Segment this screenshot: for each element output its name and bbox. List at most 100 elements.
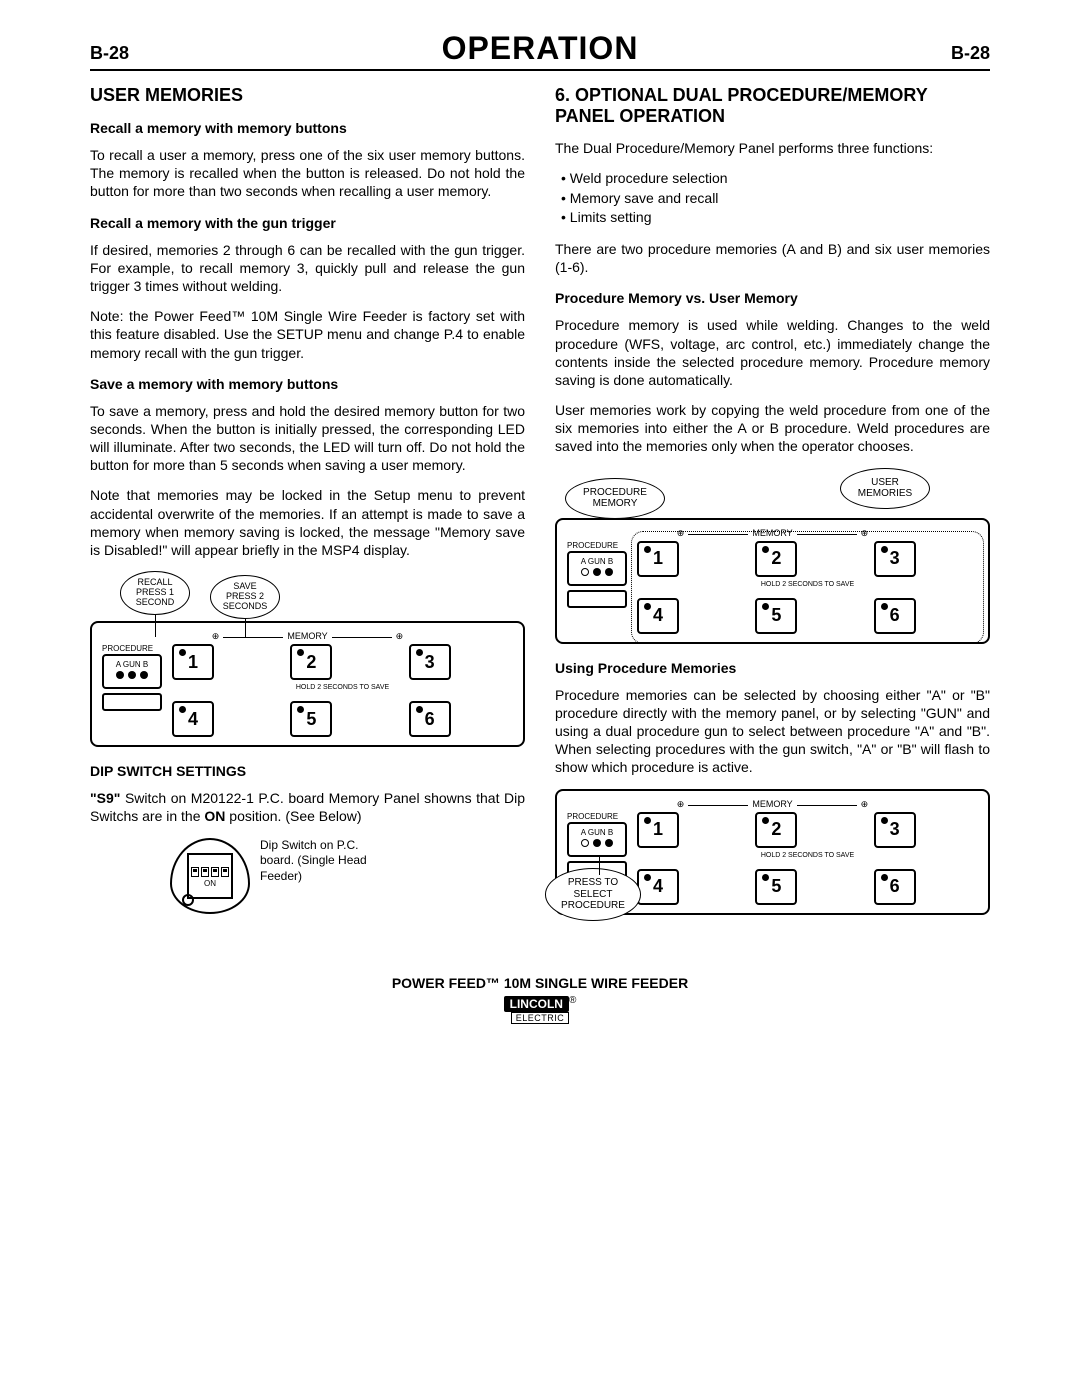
memory-button-2: 2 [290,644,332,680]
brand-logo: LINCOLN® ELECTRIC [504,995,577,1024]
memory-button-2c: 2 [755,812,797,848]
a-gun-b-label: A GUN B [110,660,154,669]
dip-on-label: ON [204,879,216,888]
memory-panel-diagram-press-select: ⊕ MEMORY ⊕ PROCEDURE A GUN B [555,789,990,915]
dual-procedure-heading: 6. OPTIONAL DUAL PROCEDURE/MEMORY PANEL … [555,85,990,127]
brand-reg-mark: ® [569,995,576,1006]
callout-recall-bubble: RECALLPRESS 1SECOND [120,571,190,615]
list-item: Limits setting [561,208,990,228]
dip-caption-text: Dip Switch on P.C. board. (Single Head F… [260,838,370,885]
memory-button-5c: 5 [755,869,797,905]
page-code-right: B-28 [951,43,990,64]
led-b-3 [605,839,613,847]
memory-button-2b: 2 [755,541,797,577]
memory-panel-top-label-2: ⊕ MEMORY ⊕ [567,528,978,539]
dip-sw-1 [191,867,199,877]
save-buttons-para1: To save a memory, press and hold the des… [90,402,525,475]
display-screen [102,693,162,711]
memory-button-3c: 3 [874,812,916,848]
dip-switches [191,867,229,877]
procedure-block: PROCEDURE A GUN B [102,644,162,711]
dip-suffix: position. (See Below) [225,808,361,824]
led-b-2 [605,568,613,576]
memories-count-para: There are two procedure memories (A and … [555,240,990,276]
memory-button-6b: 6 [874,598,916,634]
callout-save-bubble: SAVEPRESS 2SECONDS [210,575,280,619]
user-memories-heading: USER MEMORIES [90,85,525,106]
memory-button-6: 6 [409,701,451,737]
recall-buttons-para: To recall a user a memory, press one of … [90,146,525,201]
dip-switch-heading: DIP SWITCH SETTINGS [90,763,525,779]
product-name: POWER FEED™ 10M SINGLE WIRE FEEDER [90,975,990,991]
memory-panel-diagram-proc-user: PROCEDUREMEMORY USERMEMORIES ⊕ MEMORY ⊕ … [555,468,990,644]
memory-button-4: 4 [172,701,214,737]
list-item: Memory save and recall [561,189,990,209]
right-column: 6. OPTIONAL DUAL PROCEDURE/MEMORY PANEL … [555,85,990,965]
dip-s9-label: "S9" [90,790,120,806]
save-buttons-para2: Note that memories may be locked in the … [90,486,525,559]
dip-sw-3 [211,867,219,877]
dip-board-outline: ON [170,838,250,914]
callout-save-text: SAVEPRESS 2SECONDS [223,581,268,611]
page-title: OPERATION [442,30,639,67]
dip-switch-para: "S9" Switch on M20122-1 P.C. board Memor… [90,789,525,825]
hold-caption: HOLD 2 SECONDS TO SAVE [172,684,513,691]
procedure-block-2: PROCEDURE A GUN B [567,541,627,608]
memory-panel-top-label: ⊕ MEMORY ⊕ [102,631,513,642]
brand-electric-text: ELECTRIC [511,1012,570,1024]
memory-button-1: 1 [172,644,214,680]
memory-button-4b: 4 [637,598,679,634]
memory-panel-2: ⊕ MEMORY ⊕ PROCEDURE A GUN B [555,518,990,644]
recall-trigger-para2: Note: the Power Feed™ 10M Single Wire Fe… [90,307,525,362]
procedure-label: PROCEDURE [102,644,162,653]
dip-sw-4 [221,867,229,877]
callout-user-memories: USERMEMORIES [840,468,930,509]
led-gun-2 [593,568,601,576]
page-footer: POWER FEED™ 10M SINGLE WIRE FEEDER LINCO… [90,975,990,1024]
led-a-3 [581,839,589,847]
memory-button-5b: 5 [755,598,797,634]
recall-buttons-heading: Recall a memory with memory buttons [90,120,525,136]
led-a-open [581,568,589,576]
memory-button-3: 3 [409,644,451,680]
callout-procedure-memory: PROCEDUREMEMORY [565,478,665,519]
proc-vs-user-heading: Procedure Memory vs. User Memory [555,290,990,306]
dip-sw-2 [201,867,209,877]
memory-button-1b: 1 [637,541,679,577]
content-columns: USER MEMORIES Recall a memory with memor… [90,85,990,965]
callout-press-select: PRESS TOSELECTPROCEDURE [545,868,641,921]
dip-switch-figure: ON Dip Switch on P.C. board. (Single Hea… [170,838,525,914]
memory-button-4c: 4 [637,869,679,905]
memory-button-6c: 6 [874,869,916,905]
led-gun-3 [593,839,601,847]
callout-recall-text: RECALLPRESS 1SECOND [136,577,175,607]
led-gun [128,671,136,679]
display-screen-2 [567,590,627,608]
using-proc-para: Procedure memories can be selected by ch… [555,686,990,777]
list-item: Weld procedure selection [561,169,990,189]
memory-panel-diagram-save-recall: RECALLPRESS 1SECOND SAVEPRESS 2SECONDS ⊕… [90,571,525,747]
save-buttons-heading: Save a memory with memory buttons [90,376,525,392]
using-proc-heading: Using Procedure Memories [555,660,990,676]
procedure-leds [110,671,154,679]
left-column: USER MEMORIES Recall a memory with memor… [90,85,525,965]
memory-button-1c: 1 [637,812,679,848]
callout-line-press [599,855,600,875]
proc-vs-user-p2: User memories work by copying the weld p… [555,401,990,456]
proc-vs-user-p1: Procedure memory is used while welding. … [555,316,990,389]
functions-list: Weld procedure selection Memory save and… [561,169,990,228]
memory-panel: ⊕ MEMORY ⊕ PROCEDURE A GUN B [90,621,525,747]
led-b [140,671,148,679]
brand-lincoln-text: LINCOLN [504,996,569,1012]
memory-button-3b: 3 [874,541,916,577]
page-code-left: B-28 [90,43,129,64]
memory-buttons-grid: 1 2 3 HOLD 2 SECONDS TO SAVE 4 5 6 [172,644,513,737]
dip-hole-icon [182,894,194,906]
memory-button-5: 5 [290,701,332,737]
recall-trigger-para1: If desired, memories 2 through 6 can be … [90,241,525,296]
dip-on-word: ON [204,808,225,824]
dual-intro: The Dual Procedure/Memory Panel performs… [555,139,990,157]
memory-label: MEMORY [287,631,327,642]
led-a [116,671,124,679]
page-header: B-28 OPERATION B-28 [90,30,990,71]
